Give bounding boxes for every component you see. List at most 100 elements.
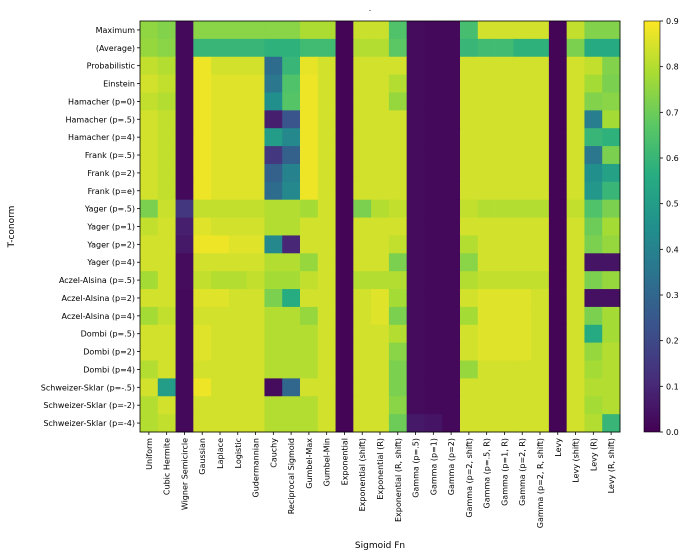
heatmap-cell [282, 128, 301, 147]
heatmap-cell [228, 414, 248, 433]
heatmap-cell [406, 217, 425, 236]
heatmap-cell [157, 253, 176, 272]
heatmap-cell [584, 253, 603, 272]
heatmap-cell [175, 199, 194, 218]
heatmap-cell [388, 163, 408, 183]
heatmap-cell [300, 217, 319, 236]
heatmap-cell [193, 342, 212, 361]
heatmap-cell [584, 414, 603, 433]
y-tick-label: Einstein [103, 80, 135, 89]
heatmap-cell [495, 56, 514, 76]
heatmap-cell [335, 414, 354, 433]
heatmap-cell [495, 38, 514, 58]
heatmap-cell [246, 396, 265, 415]
heatmap-cell [228, 289, 248, 308]
heatmap-cell [513, 163, 532, 183]
y-tick-label: Aczel-Alsina (p=.5) [59, 276, 135, 285]
colorbar-tick-label: 0.5 [666, 200, 679, 209]
heatmap-cell [193, 396, 212, 415]
heatmap-cell [246, 21, 265, 40]
heatmap-cell [335, 21, 354, 40]
heatmap-cell [566, 414, 585, 433]
colorbar-tick-label: 0.0 [666, 428, 679, 437]
heatmap-cell [602, 342, 621, 361]
heatmap-cell [531, 253, 550, 272]
x-tick-label: Gamma (p=1, R) [500, 438, 509, 506]
heatmap-cell [584, 306, 603, 326]
heatmap-cell [460, 181, 479, 201]
heatmap-cell [602, 271, 621, 290]
x-axis: Uniform Cubic Hermite Wigner Semicircle Gau… [145, 432, 616, 528]
heatmap-cell [228, 199, 248, 218]
heatmap-cell [477, 396, 496, 415]
heatmap-cell [211, 92, 230, 111]
heatmap-cell [353, 56, 372, 76]
heatmap-cell [442, 324, 461, 344]
heatmap-cell [371, 181, 390, 201]
heatmap-cell [211, 289, 230, 308]
colorbar-tick-label: 0.8 [666, 63, 679, 72]
heatmap-cell [584, 163, 603, 183]
heatmap-cell [602, 74, 621, 93]
heatmap-cell [388, 342, 408, 361]
heatmap-cell [335, 235, 354, 254]
heatmap-cell [371, 128, 390, 147]
heatmap-cell [335, 163, 354, 183]
heatmap-cell [157, 235, 176, 254]
heatmap-cell [602, 146, 621, 165]
heatmap-cell [566, 74, 585, 93]
heatmap-cell [477, 92, 496, 111]
colorbar-tick-label: 0.9 [666, 17, 679, 26]
heatmap-cell [335, 271, 354, 290]
heatmap-cell [566, 146, 585, 165]
colorbar-tick-label: 0.2 [666, 337, 679, 346]
heatmap-cell [282, 199, 301, 218]
heatmap-cell [175, 342, 194, 361]
heatmap-cell [548, 217, 568, 236]
heatmap-cell [175, 271, 194, 290]
heatmap-cell [406, 235, 425, 254]
heatmap-cell [495, 378, 514, 397]
heatmap-cell [211, 235, 230, 254]
heatmap-cell [140, 217, 159, 236]
heatmap-cell [495, 163, 514, 183]
heatmap-cell [584, 289, 603, 308]
heatmap-cell [602, 378, 621, 397]
heatmap-cell [264, 253, 283, 272]
heatmap-cell [460, 128, 479, 147]
heatmap-cell [246, 128, 265, 147]
heatmap-cell [460, 271, 479, 290]
heatmap-cell [424, 217, 443, 236]
heatmap-cell [371, 253, 390, 272]
heatmap-cell [335, 56, 354, 76]
heatmap-cell [424, 199, 443, 218]
colorbar-tick-label: 0.3 [666, 291, 679, 300]
heatmap-cell [228, 306, 248, 326]
heatmap-cell [531, 56, 550, 76]
heatmap-cell [442, 396, 461, 415]
heatmap-cell [264, 378, 283, 397]
heatmap-cell [477, 199, 496, 218]
y-tick-label: Yager (p=2) [86, 240, 135, 249]
heatmap-cell [442, 271, 461, 290]
heatmap-cell [406, 110, 425, 129]
heatmap-cell [495, 306, 514, 326]
heatmap-cell [246, 253, 265, 272]
x-tick-label: Levy (R, shift) [607, 438, 616, 493]
heatmap-cell [246, 235, 265, 254]
heatmap-cell [282, 217, 301, 236]
heatmap-cell [566, 128, 585, 147]
heatmap-cell [513, 56, 532, 76]
heatmap-cell [353, 21, 372, 40]
heatmap-cell [531, 324, 550, 344]
heatmap-cell [513, 324, 532, 344]
heatmap-cell [157, 181, 176, 201]
heatmap-cell [211, 199, 230, 218]
heatmap-cell [602, 360, 621, 379]
heatmap-cell [513, 146, 532, 165]
heatmap-cell [353, 38, 372, 58]
x-tick-label: Gamma (p=1) [429, 438, 438, 495]
heatmap-cell [157, 163, 176, 183]
heatmap-cell [246, 56, 265, 76]
heatmap-cell [175, 360, 194, 379]
